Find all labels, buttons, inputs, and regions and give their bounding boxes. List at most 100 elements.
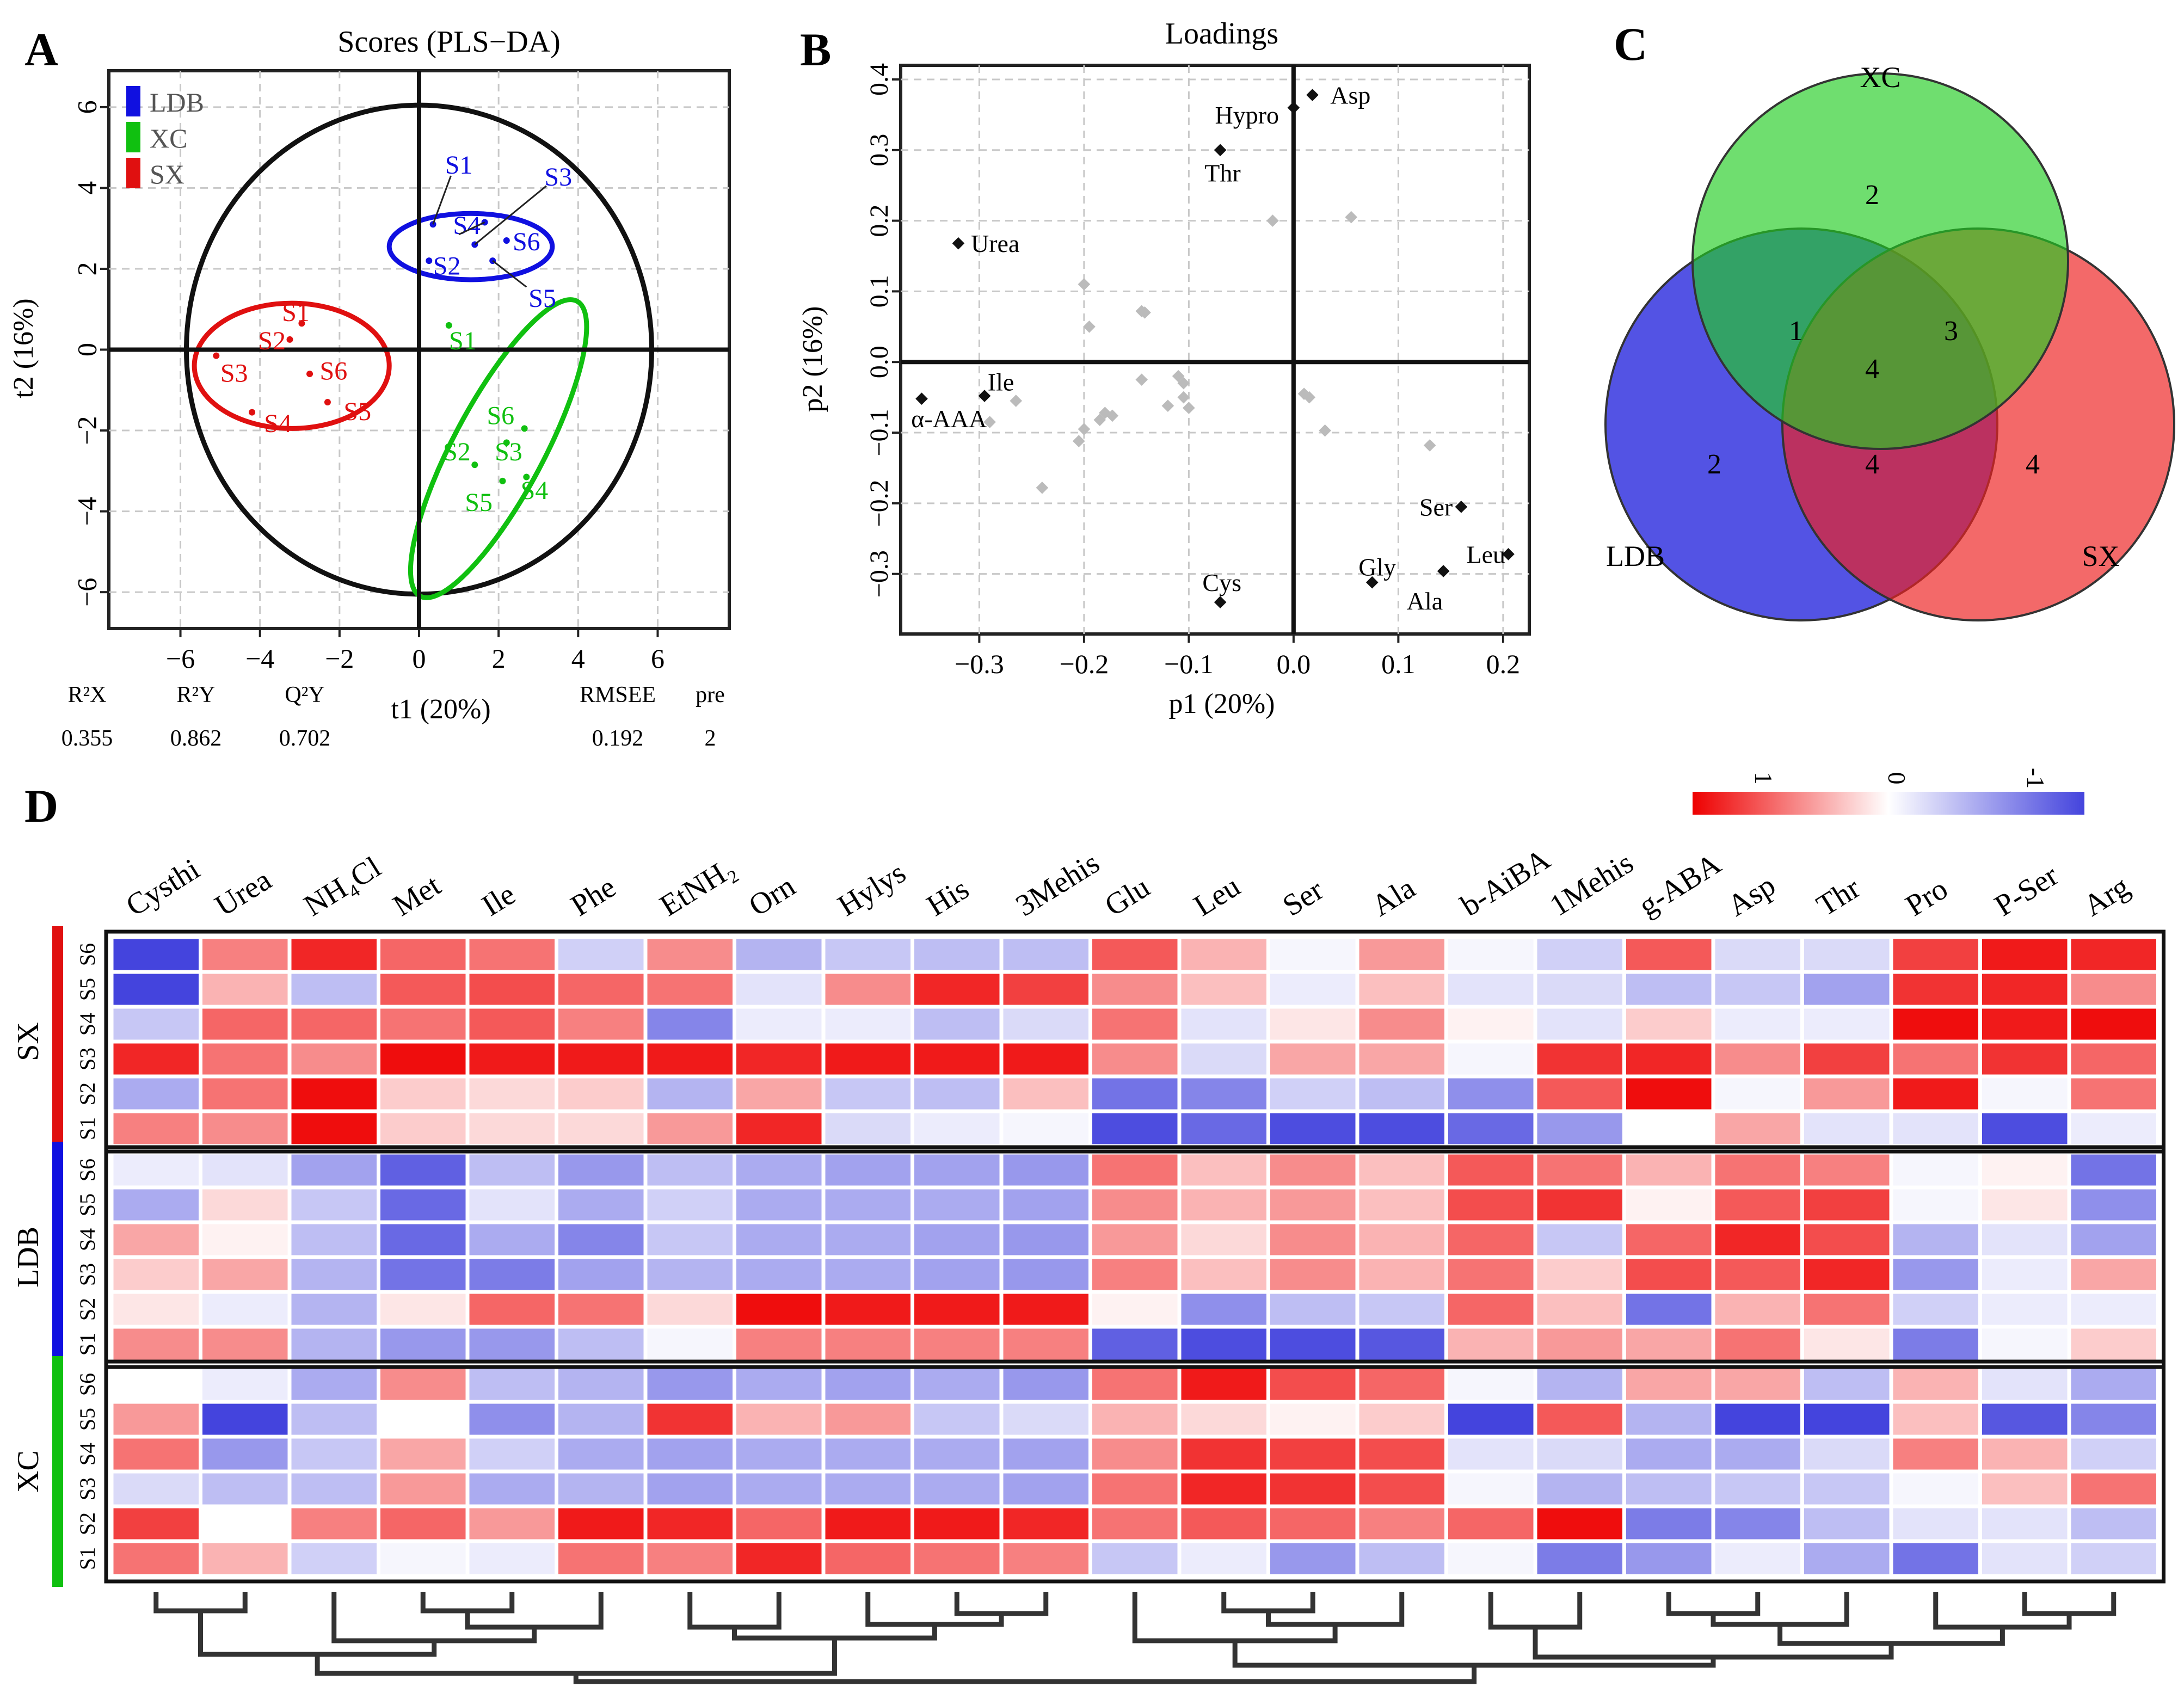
- heatmap-cell: [823, 1222, 912, 1257]
- heatmap-cell: [112, 972, 200, 1007]
- heatmap-cell: [1179, 1007, 1268, 1042]
- heatmap-cell: [1802, 1367, 1891, 1402]
- score-label-sx: S1: [282, 298, 310, 327]
- heatmap-cell: [112, 937, 200, 972]
- heatmap-cell: [1447, 1076, 1535, 1111]
- venn-label-sx: SX: [2082, 540, 2119, 572]
- heatmap-cell: [557, 937, 645, 972]
- dendrogram-link: [1266, 1592, 1405, 1627]
- heatmap-cell: [823, 1111, 912, 1146]
- heatmap-cell: [1980, 1327, 2069, 1362]
- heatmap-cell: [1269, 1076, 1357, 1111]
- colorbar-tick-high: 1: [1750, 772, 1777, 785]
- score-label-ldb: S2: [433, 252, 461, 281]
- heatmap-cell: [2069, 1506, 2158, 1541]
- loading-label: Asp: [1330, 82, 1370, 109]
- loading-point: [1345, 211, 1358, 224]
- score-point-sx: [306, 371, 313, 378]
- heatmap-cell: [290, 1076, 378, 1111]
- scores-ytick-label: −6: [71, 578, 102, 607]
- loading-point-labeled: [1502, 547, 1515, 561]
- heatmap-column-label: Urea: [209, 863, 277, 923]
- heatmap-cell: [2069, 1541, 2158, 1576]
- score-leader-line: [492, 260, 527, 288]
- heatmap-cell: [1001, 1437, 1090, 1471]
- heatmap-cell: [1091, 1153, 1179, 1187]
- group-ellipse-ldb: [386, 211, 555, 282]
- heatmap-cell: [290, 1402, 378, 1437]
- heatmap-cell: [1625, 1076, 1713, 1111]
- heatmap-cell: [290, 937, 378, 972]
- heatmap-cell: [1625, 972, 1713, 1007]
- heatmap-cell: [379, 1153, 467, 1187]
- dendrogram-link: [1132, 1592, 1338, 1643]
- heatmap-cell: [1802, 1471, 1891, 1506]
- loading-point: [1010, 395, 1023, 407]
- heatmap-cell: [1357, 1506, 1446, 1541]
- heatmap-cell: [1891, 1541, 1980, 1576]
- heatmap-cell: [1802, 1007, 1891, 1042]
- heatmap-row-label: S6: [75, 943, 100, 966]
- scores-xtick-label: 4: [571, 643, 585, 674]
- venn-diagram: XC LDB SX 2 2 4 1 3 4 4: [1604, 61, 2175, 621]
- legend-swatch-ldb: [126, 86, 140, 116]
- heatmap-cell: [823, 1257, 912, 1292]
- dendrogram-link: [1488, 1592, 1583, 1630]
- heatmap-cell: [913, 1437, 1001, 1471]
- heatmap-cell: [645, 1257, 734, 1292]
- heatmap-cell: [201, 1257, 290, 1292]
- scores-ytick-label: 2: [71, 262, 102, 275]
- loading-point: [1093, 414, 1106, 426]
- heatmap-cell: [823, 1367, 912, 1402]
- heatmap-cell: [913, 1007, 1001, 1042]
- score-label-xc: S1: [449, 327, 477, 355]
- heatmap-cell: [112, 1007, 200, 1042]
- heatmap-cell: [112, 1153, 200, 1187]
- heatmap-cell: [1179, 1076, 1268, 1111]
- heatmap-cell: [467, 1471, 556, 1506]
- heatmap-cell: [379, 1042, 467, 1076]
- heatmap-cell: [1980, 1187, 2069, 1222]
- heatmap-cell: [2069, 1153, 2158, 1187]
- heatmap-cell: [1357, 937, 1446, 972]
- heatmap-cell: [467, 1292, 556, 1327]
- heatmap-cell: [1980, 1471, 2069, 1506]
- heatmap-cell: [735, 972, 823, 1007]
- loadings-xtick-label: −0.1: [1164, 649, 1214, 679]
- heatmap-cell: [1891, 1437, 1980, 1471]
- loading-point: [1183, 402, 1195, 414]
- heatmap-cell: [1625, 1367, 1713, 1402]
- heatmap-cell: [1091, 1111, 1179, 1146]
- heatmap-cell: [735, 1541, 823, 1576]
- heatmap-cell: [1357, 1257, 1446, 1292]
- heatmap-cell: [1625, 1327, 1713, 1362]
- heatmap-cell: [290, 1437, 378, 1471]
- heatmap-cell: [112, 1076, 200, 1111]
- heatmap-cell: [1091, 1402, 1179, 1437]
- heatmap-cell: [112, 1257, 200, 1292]
- heatmap-cell: [1625, 1222, 1713, 1257]
- loading-point-labeled: [915, 392, 928, 405]
- heatmap-cell: [467, 1007, 556, 1042]
- panel-label-b: B: [800, 23, 831, 76]
- heatmap-row-label: S1: [75, 1333, 100, 1356]
- heatmap-cell: [645, 937, 734, 972]
- heatmap-cell: [913, 1222, 1001, 1257]
- heatmap-cell: [2069, 1402, 2158, 1437]
- heatmap-cell: [1269, 1007, 1357, 1042]
- stat-label: RMSEE: [580, 682, 656, 707]
- heatmap-cell: [379, 1187, 467, 1222]
- loading-point: [1423, 439, 1436, 452]
- loadings-ytick-label: 0.0: [865, 346, 894, 378]
- heatmap-row-label: S2: [75, 1298, 100, 1321]
- loadings-xtick-label: 0.0: [1277, 649, 1311, 679]
- venn-label-xc: XC: [1860, 61, 1900, 94]
- legend-label-xc: XC: [150, 123, 187, 153]
- loading-point-labeled: [1214, 596, 1227, 608]
- loading-point-labeled: [1287, 101, 1300, 114]
- heatmap-cell: [1447, 1471, 1535, 1506]
- heatmap-cell: [290, 1042, 378, 1076]
- score-point-xc: [523, 473, 530, 481]
- stat-label: R²Y: [177, 682, 216, 707]
- heatmap-cell: [1980, 1257, 2069, 1292]
